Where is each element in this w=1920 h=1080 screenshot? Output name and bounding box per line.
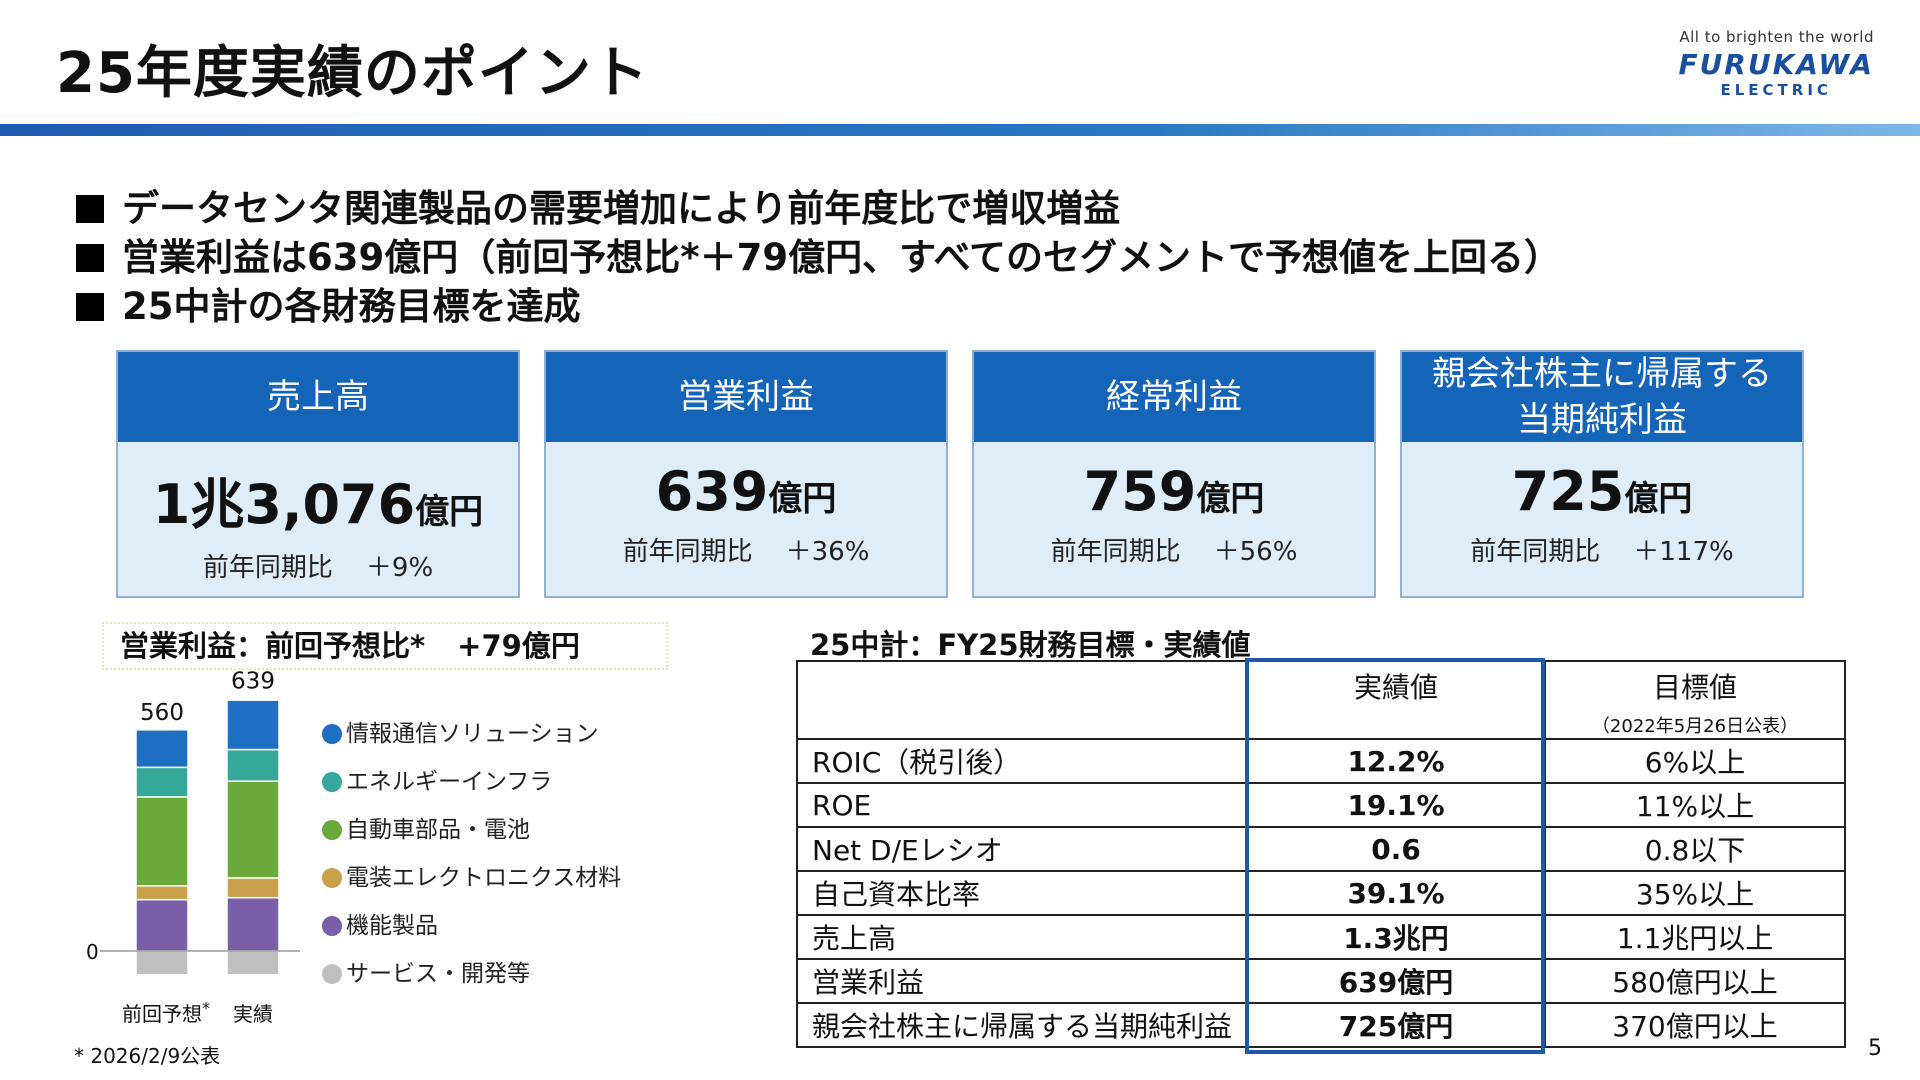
table-row: Net D/Eレシオ 0.6 0.8以下: [795, 826, 1847, 872]
bar-segment: [226, 950, 280, 976]
x-label-forecast: 前回予想*: [122, 998, 210, 1026]
bar-segment: [135, 898, 189, 952]
square-bullet-icon: [76, 293, 104, 321]
square-bullet-icon: [76, 244, 104, 272]
kpi-card-value: 639億円: [655, 460, 837, 523]
kpi-card-title: 営業利益: [546, 352, 946, 442]
legend-item: 電装エレクトロニクス材料: [322, 862, 621, 910]
table-header-row: 実績値 目標値 （2022年5月26日公表）: [795, 660, 1847, 740]
kpi-card-net-income: 親会社株主に帰属する当期純利益 725億円 前年同期比 ＋117%: [1400, 350, 1804, 598]
bar-total-label: 560: [140, 700, 184, 726]
legend-item: 自動車部品・電池: [322, 814, 621, 862]
bar-segment: [226, 877, 280, 899]
kpi-card-sales: 売上高 1兆3,076億円 前年同期比 ＋9%: [116, 350, 520, 598]
legend-item: エネルギーインフラ: [322, 766, 621, 814]
chart-footnote: * 2026/2/9公表: [74, 1044, 221, 1068]
kpi-card-ordinary-profit: 経常利益 759億円 前年同期比 ＋56%: [972, 350, 1376, 598]
kpi-card-yoy: 前年同期比 ＋36%: [622, 537, 870, 567]
x-label-actual: 実績: [233, 1002, 273, 1026]
table-header-actual: 実績値: [1246, 660, 1547, 740]
table-row: 親会社株主に帰属する当期純利益 725億円 370億円以上: [795, 1002, 1847, 1048]
bar-segment: [226, 699, 280, 751]
table-header-target: 目標値 （2022年5月26日公表）: [1544, 660, 1847, 740]
bar-segment: [226, 780, 280, 879]
bar-segment: [135, 885, 189, 901]
bar-segment: [135, 766, 189, 798]
financial-targets-table: 実績値 目標値 （2022年5月26日公表） ROIC（税引後） 12.2% 6%以上…: [795, 660, 1847, 1048]
square-bullet-icon: [76, 195, 104, 223]
kpi-card-yoy: 前年同期比 ＋9%: [202, 553, 434, 583]
table-row: 自己資本比率 39.1% 35%以上: [795, 870, 1847, 916]
table-row: 営業利益 639億円 580億円以上: [795, 958, 1847, 1004]
kpi-card-value: 759億円: [1083, 460, 1265, 523]
page-title: 25年度実績のポイント: [56, 41, 649, 106]
legend-dot-icon: [322, 820, 342, 840]
bar-total-label: 639: [231, 669, 275, 695]
kpi-card-operating-profit: 営業利益 639億円 前年同期比 ＋36%: [544, 350, 948, 598]
page-number: 5: [1868, 1036, 1882, 1061]
bar-segment: [135, 950, 189, 976]
y-zero-label: 0: [86, 940, 99, 964]
logo-brand: FURUKAWA: [1678, 48, 1874, 81]
legend-dot-icon: [322, 964, 342, 984]
table-row: ROE 19.1% 11%以上: [795, 782, 1847, 828]
kpi-card-yoy: 前年同期比 ＋117%: [1470, 537, 1734, 567]
bar-segment: [226, 896, 280, 952]
bar-segment: [135, 796, 189, 887]
kpi-card-title: 親会社株主に帰属する当期純利益: [1402, 352, 1802, 442]
logo-tagline: All to brighten the world: [1679, 28, 1874, 46]
bar-segment: [226, 748, 280, 782]
table-row: ROIC（税引後） 12.2% 6%以上: [795, 738, 1847, 784]
key-points: データセンタ関連製品の需要増加により前年度比で増収増益 営業利益は639億円（前…: [76, 184, 1561, 331]
legend-item: 機能製品: [322, 910, 621, 958]
bullet-item: 25中計の各財務目標を達成: [76, 282, 1561, 331]
legend-item: サービス・開発等: [322, 958, 621, 1006]
chart-title: 営業利益：前回予想比* +79億円: [102, 622, 668, 670]
kpi-card-yoy: 前年同期比 ＋56%: [1050, 537, 1298, 567]
kpi-card-value: 725億円: [1511, 460, 1693, 523]
legend-item: 情報通信ソリューション: [322, 718, 621, 766]
legend-dot-icon: [322, 868, 342, 888]
logo-sub: ELECTRIC: [1720, 81, 1832, 99]
operating-profit-chart: 560 639 0: [86, 669, 300, 976]
table-header-blank: [795, 660, 1249, 740]
legend-dot-icon: [322, 724, 342, 744]
kpi-card-title: 売上高: [118, 352, 518, 442]
table-title: 25中計：FY25財務目標・実績値: [810, 628, 1251, 662]
bullet-item: 営業利益は639億円（前回予想比*＋79億円、すべてのセグメントで予想値を上回る…: [76, 233, 1561, 282]
bullet-item: データセンタ関連製品の需要増加により前年度比で増収増益: [76, 184, 1561, 233]
chart-legend: 情報通信ソリューション エネルギーインフラ 自動車部品・電池 電装エレクトロニク…: [322, 718, 621, 1006]
header-rule: [0, 124, 1920, 136]
legend-dot-icon: [322, 772, 342, 792]
kpi-card-value: 1兆3,076億円: [152, 473, 484, 536]
company-logo: All to brighten the world FURUKAWA ELECT…: [1678, 28, 1874, 99]
bar-segment: [135, 729, 189, 769]
table-row: 売上高 1.3兆円 1.1兆円以上: [795, 914, 1847, 960]
legend-dot-icon: [322, 916, 342, 936]
kpi-card-title: 経常利益: [974, 352, 1374, 442]
